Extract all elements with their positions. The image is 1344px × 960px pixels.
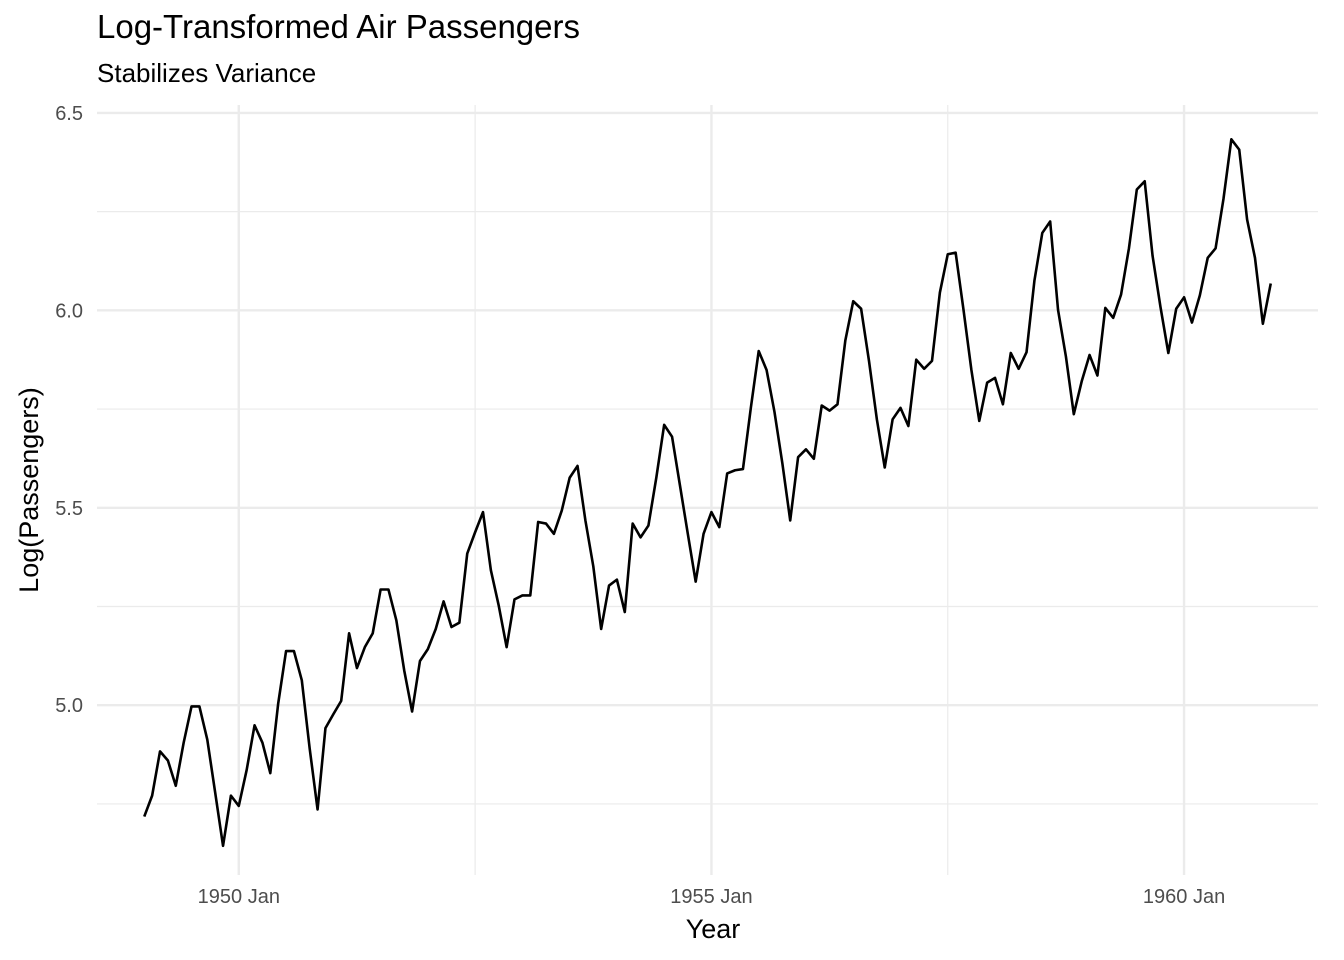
x-tick-label: 1960 Jan: [1143, 886, 1225, 908]
y-tick-label: 6.0: [55, 300, 83, 322]
minor-gridlines: [97, 105, 1318, 875]
chart-subtitle: Stabilizes Variance: [97, 58, 317, 88]
y-tick-label: 5.0: [55, 695, 83, 717]
major-gridlines: [97, 105, 1318, 875]
series-line: [143, 138, 1273, 848]
y-axis-title: Log(Passengers): [14, 387, 44, 593]
x-axis-title: Year: [686, 914, 741, 944]
y-axis-tick-labels: 5.0 5.5 6.0 6.5: [55, 103, 83, 717]
y-tick-label: 5.5: [55, 498, 83, 520]
x-axis-tick-labels: 1950 Jan 1955 Jan 1960 Jan: [198, 886, 1226, 908]
chart-title: Log-Transformed Air Passengers: [97, 8, 580, 45]
x-tick-label: 1950 Jan: [198, 886, 280, 908]
y-tick-label: 6.5: [55, 103, 83, 125]
x-tick-label: 1955 Jan: [670, 886, 752, 908]
